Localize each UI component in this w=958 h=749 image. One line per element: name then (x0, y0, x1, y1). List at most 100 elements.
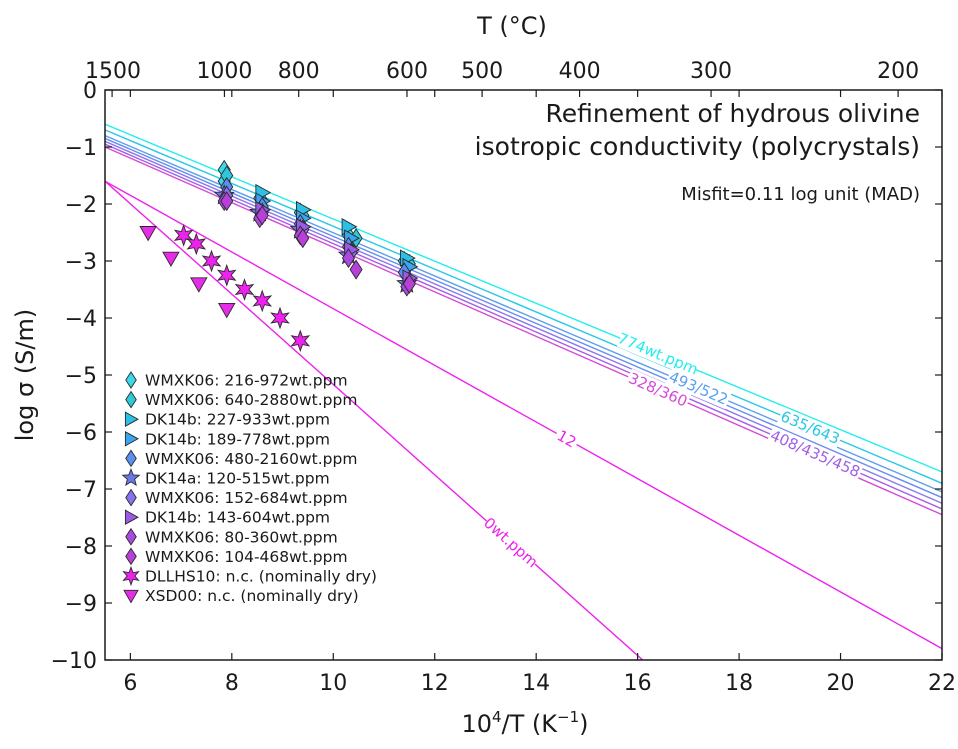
y-tick-label: −8 (65, 535, 97, 560)
model-curve (104, 123, 943, 473)
y-tick-label: −10 (51, 649, 97, 674)
legend-marker (122, 565, 140, 587)
top-tick-label: 800 (278, 59, 320, 84)
y-tick-label: −5 (65, 364, 97, 389)
legend-label: DK14b: 227-933wt.ppm (145, 411, 330, 429)
x-axis-title: 104/T (K−1) (461, 708, 588, 738)
top-tick-label: 1500 (85, 59, 141, 84)
legend-label: DK14b: 143-604wt.ppm (145, 509, 330, 527)
curve-label: 0wt.ppm (480, 514, 541, 571)
curve-label-bg (665, 367, 732, 410)
legend-marker (124, 431, 139, 447)
data-points (139, 159, 419, 353)
top-tick-label: 400 (559, 59, 601, 84)
legend-label: WMXK06: 152-684wt.ppm (145, 489, 348, 507)
y-tick-label: −2 (65, 193, 97, 218)
curve-label-bg (766, 425, 864, 482)
x-tick-label: 12 (421, 671, 449, 696)
y-tick-label: −9 (65, 592, 97, 617)
legend-marker (121, 468, 141, 487)
x-axis-title-base: 10 (461, 710, 492, 738)
legend-label: DLLHS10: n.c. (nominally dry) (145, 568, 377, 586)
data-point (290, 329, 311, 353)
legend-marker (125, 488, 137, 507)
legend-marker (123, 589, 139, 604)
x-axis-title-mid: /T (K (502, 710, 559, 738)
x-tick-label: 18 (725, 671, 753, 696)
legend-label: XSD00: n.c. (nominally dry) (145, 587, 359, 605)
top-tick-label: 1000 (196, 59, 252, 84)
legend-marker (125, 547, 137, 566)
legend-label: WMXK06: 80-360wt.ppm (145, 528, 338, 546)
axis-ticks: 6 8 10 12 14 16 18 20 22 0 −1 −2 −3 −4 −5 −6 −7 −8 −9 −10 15… (51, 59, 956, 696)
data-point (296, 228, 310, 249)
curve-label-bg (624, 368, 692, 412)
legend-marker (125, 371, 137, 389)
legend-marker (125, 449, 137, 468)
curve-label-bg (480, 514, 542, 571)
x-tick-label: 16 (624, 671, 652, 696)
legend-label: WMXK06: 216-972wt.ppm (145, 372, 348, 390)
model-curve-labels: 774wt.ppm635/643493/522408/435/458328/36… (480, 329, 864, 571)
data-point (217, 303, 236, 319)
model-curve (104, 180, 644, 661)
misfit-annotation: Misfit=0.11 log unit (MAD) (681, 184, 920, 205)
model-curves (104, 123, 943, 661)
data-point (201, 249, 222, 273)
y-tick-label: 0 (83, 79, 97, 104)
y-tick-label: −1 (65, 136, 97, 161)
data-point (349, 259, 363, 280)
curve-label-bg (616, 329, 700, 378)
y-tick-label: −4 (65, 307, 97, 332)
curve-label-bg (552, 425, 581, 453)
y-tick-label: −3 (65, 250, 97, 275)
data-point (220, 191, 234, 212)
x-tick-label: 10 (319, 671, 347, 696)
data-point (270, 306, 290, 330)
data-point (402, 273, 416, 294)
top-tick-label: 200 (877, 59, 919, 84)
top-tick-label: 300 (690, 59, 732, 84)
data-point (139, 226, 157, 242)
data-point (162, 251, 180, 268)
model-curve (104, 137, 943, 499)
legend-marker (124, 509, 139, 525)
data-point (234, 278, 255, 301)
legend-marker (124, 411, 139, 427)
legend-marker (125, 390, 137, 409)
x-tick-label: 14 (522, 671, 550, 696)
data-point (190, 277, 208, 293)
chart-title-line-1: Refinement of hydrous olivine (546, 99, 920, 128)
x-axis-title-sup2: −1 (557, 708, 579, 726)
data-point (216, 263, 237, 287)
legend-label: WMXK06: 104-468wt.ppm (145, 548, 348, 566)
legend-label: DK14b: 189-778wt.ppm (145, 430, 330, 448)
x-tick-label: 22 (928, 671, 956, 696)
top-tick-label: 500 (461, 59, 503, 84)
model-curve (104, 180, 943, 650)
data-point (186, 232, 207, 256)
x-tick-label: 20 (827, 671, 855, 696)
x-tick-label: 8 (225, 671, 239, 696)
data-point (341, 248, 356, 269)
y-axis-title: log σ (S/m) (11, 309, 39, 441)
data-point (255, 205, 269, 226)
curve-label: 12 (554, 426, 579, 451)
data-point (173, 224, 194, 247)
legend-label: DK14a: 120-515wt.ppm (145, 470, 330, 488)
y-tick-label: −6 (65, 421, 97, 446)
data-point (252, 289, 273, 313)
chart-title-line-2: isotropic conductivity (polycrystals) (475, 132, 920, 161)
legend-marker (125, 527, 137, 546)
top-axis-title: T (°C) (476, 12, 547, 40)
legend-label: WMXK06: 640-2880wt.ppm (145, 391, 357, 409)
legend-label: WMXK06: 480-2160wt.ppm (145, 450, 357, 468)
y-tick-label: −7 (65, 478, 97, 503)
top-tick-label: 600 (386, 59, 428, 84)
curve-label-bg (776, 406, 844, 449)
x-axis-title-sup: 4 (492, 708, 502, 726)
x-tick-label: 6 (123, 671, 137, 696)
x-axis-title-end: ) (579, 710, 588, 738)
